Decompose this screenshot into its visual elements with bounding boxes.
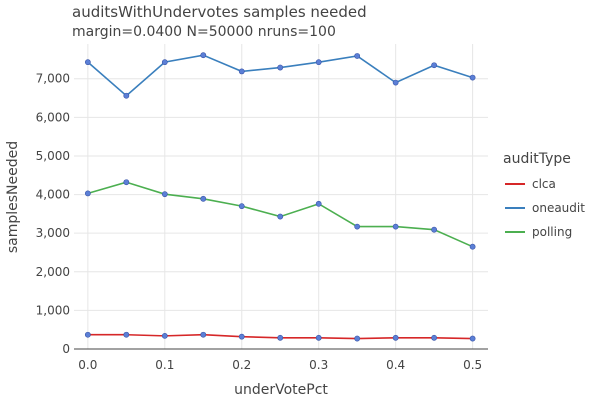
y-tick-label: 7,000 [36,72,70,86]
y-tick-label: 4,000 [36,188,70,202]
y-tick-label: 2,000 [36,265,70,279]
y-tick-label: 0 [62,342,70,356]
data-point-clca [200,331,207,338]
data-point-clca [354,335,361,342]
legend: auditType clca oneaudit polling [503,151,585,239]
axes: 0.0 0.1 0.2 0.3 0.4 0.5 0 1,000 2,000 3,000 4,000 5… [36,72,488,372]
grid [74,44,488,349]
data-point-clca [123,331,130,338]
chart-subtitle: margin=0.0400 N=50000 nruns=100 [72,24,336,40]
x-tick-label: 0.1 [155,358,174,372]
y-tick-label: 5,000 [36,149,70,163]
data-point-oneaudit [123,92,130,99]
data-point-clca [315,334,322,341]
x-tick-label: 0.0 [78,358,97,372]
data-point-polling [200,195,207,202]
data-point-polling [469,243,476,250]
y-tick-label: 1,000 [36,303,70,317]
data-point-clca [84,331,91,338]
series-line-oneaudit [87,54,473,97]
data-point-polling [84,190,91,197]
legend-title: auditType [503,151,571,167]
data-point-clca [469,335,476,342]
data-point-polling [123,179,130,186]
data-point-clca [238,333,245,340]
data-point-polling [392,223,399,230]
data-point-polling [315,200,322,207]
data-point-clca [431,334,438,341]
data-point-polling [431,226,438,233]
data-point-clca [161,332,168,339]
data-point-oneaudit [277,64,284,71]
x-tick-label: 0.5 [463,358,482,372]
data-point-polling [161,191,168,198]
data-point-clca [392,334,399,341]
data-point-polling [354,223,361,230]
x-tick-label: 0.4 [386,358,405,372]
x-tick-label: 0.2 [232,358,251,372]
y-tick-label: 3,000 [36,226,70,240]
legend-label-oneaudit: oneaudit [532,201,585,215]
data-point-oneaudit [238,68,245,75]
data-point-polling [277,213,284,220]
data-point-oneaudit [431,62,438,69]
data-point-oneaudit [469,74,476,81]
legend-label-clca: clca [532,177,556,191]
data-point-clca [277,334,284,341]
x-axis-title: underVotePct [234,382,328,398]
data-point-oneaudit [84,59,91,66]
data-point-oneaudit [392,79,399,86]
series-layer [84,52,476,342]
data-point-oneaudit [354,53,361,59]
legend-label-polling: polling [532,225,572,239]
data-point-oneaudit [200,52,207,59]
chart-title: auditsWithUndervotes samples needed [72,3,367,21]
y-axis-title: samplesNeeded [5,141,21,253]
data-point-polling [238,203,245,210]
data-point-oneaudit [315,59,322,66]
data-point-oneaudit [161,59,168,66]
y-tick-label: 6,000 [36,110,70,124]
x-tick-label: 0.3 [309,358,328,372]
